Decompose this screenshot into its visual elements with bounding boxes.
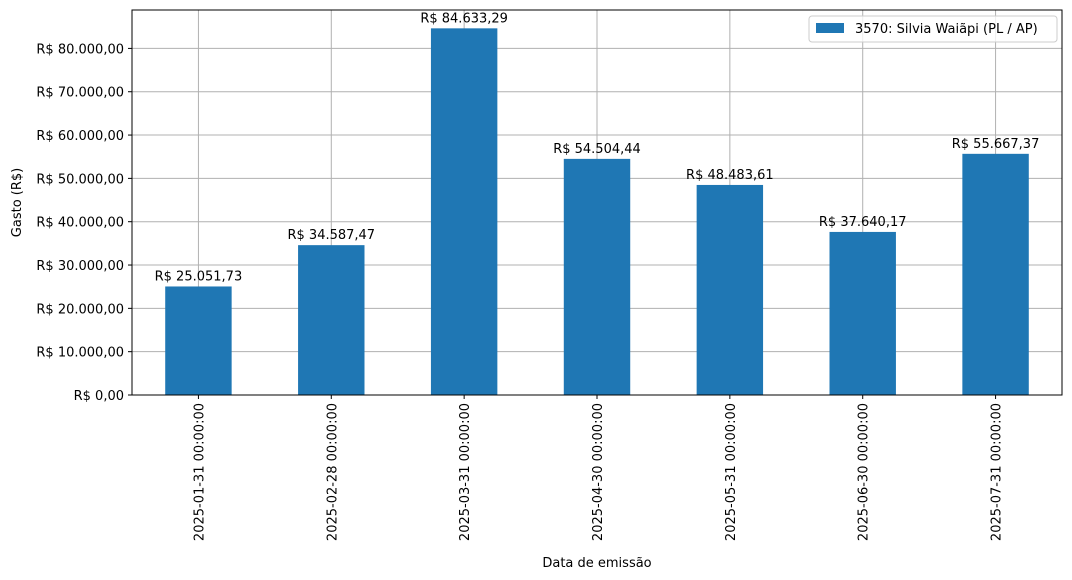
y-tick-label: R$ 60.000,00 (36, 129, 124, 144)
bar-value-label: R$ 48.483,61 (686, 168, 774, 183)
x-tick-label: 2025-06-30 00:00:00 (857, 403, 872, 541)
y-tick-label: R$ 20.000,00 (36, 302, 124, 317)
bar-value-label: R$ 54.504,44 (553, 142, 641, 157)
x-tick-label: 2025-05-31 00:00:00 (724, 403, 739, 541)
bar-value-label: R$ 55.667,37 (952, 137, 1040, 152)
bar-2025-06-30 (829, 231, 896, 395)
x-axis: 2025-01-31 00:00:00 2025-02-28 00:00:00 20… (192, 395, 1005, 541)
data-labels: R$ 25.051,73 R$ 34.587,47 R$ 84.633,29 R$ 5… (155, 11, 1040, 284)
bar-value-label: R$ 84.633,29 (420, 11, 508, 26)
bar-value-label: R$ 34.587,47 (287, 228, 375, 243)
x-axis-title: Data de emissão (542, 556, 651, 571)
y-tick-label: R$ 10.000,00 (36, 346, 124, 361)
y-tick-label: R$ 0,00 (74, 389, 124, 404)
x-tick-label: 2025-07-31 00:00:00 (990, 403, 1005, 541)
bar-2025-01-31 (165, 286, 232, 395)
x-tick-label: 2025-01-31 00:00:00 (192, 403, 207, 541)
bar-2025-03-31 (430, 28, 498, 396)
bar-2025-04-30 (563, 158, 631, 395)
x-tick-label: 2025-03-31 00:00:00 (458, 403, 473, 541)
bar-value-label: R$ 37.640,17 (819, 215, 907, 230)
y-axis: R$ 0,00 R$ 10.000,00 R$ 20.000,00 R$ 30.000… (36, 42, 132, 404)
bars (165, 28, 1029, 396)
bar-value-label: R$ 25.051,73 (155, 269, 243, 284)
legend-box (808, 15, 1058, 43)
y-tick-label: R$ 30.000,00 (36, 259, 124, 274)
bar-2025-02-28 (298, 245, 365, 395)
y-tick-label: R$ 80.000,00 (36, 42, 124, 57)
legend-label: 3570: Silvia Waiãpi (PL / AP) (855, 22, 1038, 37)
y-tick-label: R$ 50.000,00 (36, 172, 124, 187)
x-tick-label: 2025-02-28 00:00:00 (325, 403, 340, 541)
y-tick-label: R$ 40.000,00 (36, 216, 124, 231)
bar-2025-07-31 (962, 153, 1029, 395)
legend-swatch (816, 23, 844, 33)
legend: 3570: Silvia Waiãpi (PL / AP) (808, 15, 1058, 43)
bar-2025-05-31 (696, 184, 764, 395)
x-tick-label: 2025-04-30 00:00:00 (591, 403, 606, 541)
y-axis-title: Gasto (R$) (10, 168, 25, 237)
y-tick-label: R$ 70.000,00 (36, 86, 124, 101)
